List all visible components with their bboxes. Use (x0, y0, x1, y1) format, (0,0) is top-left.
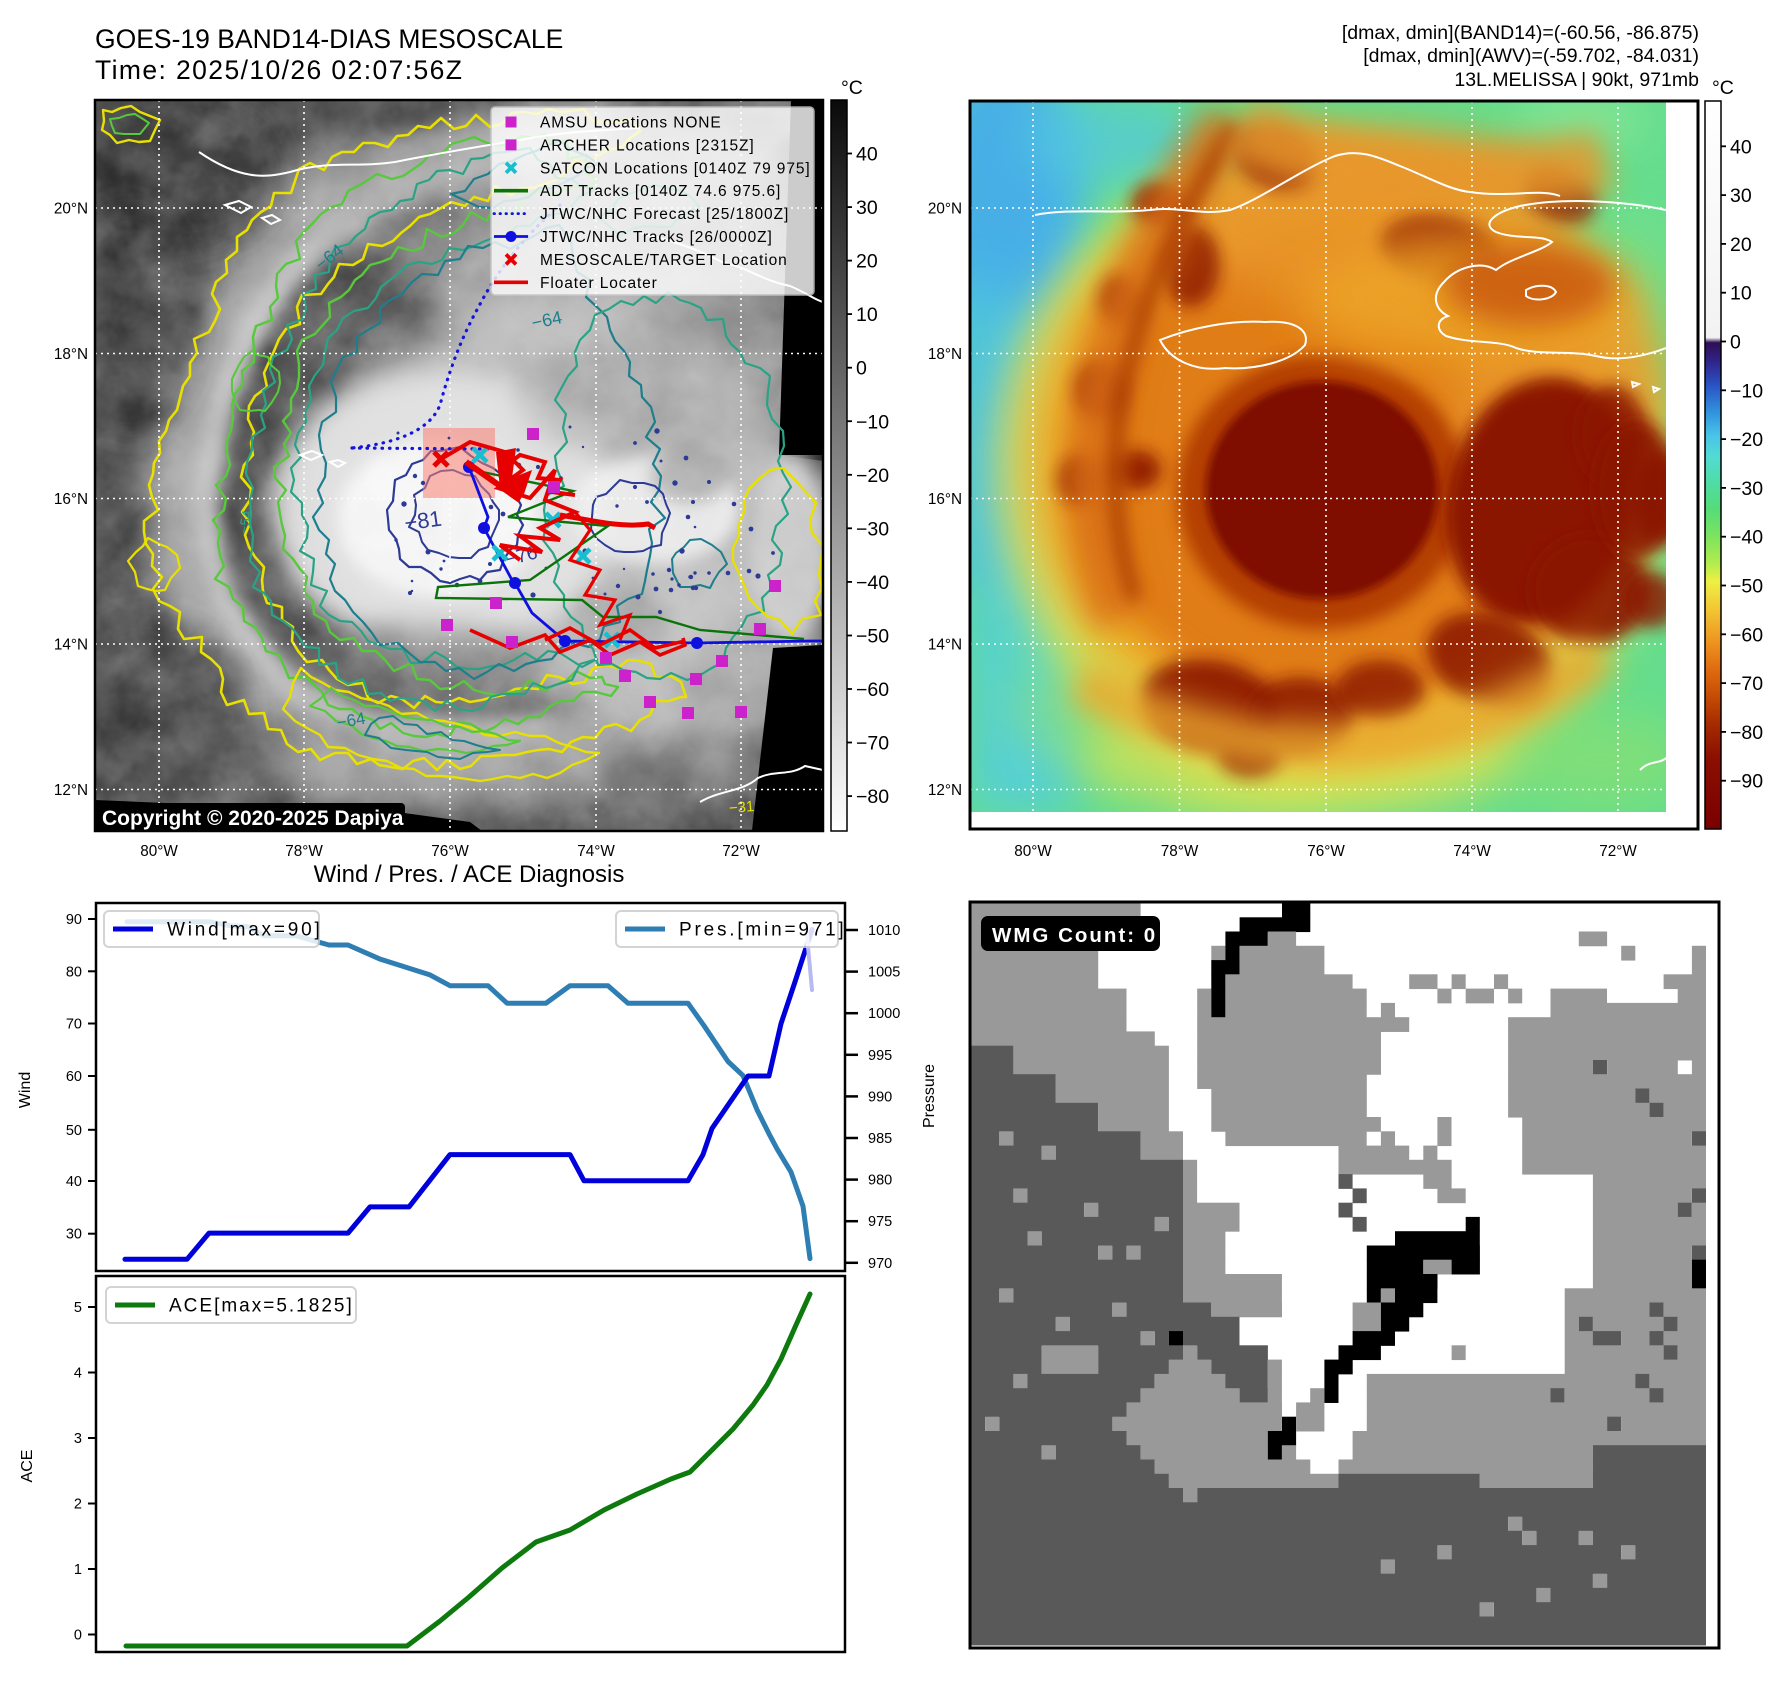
svg-text:−40: −40 (856, 572, 889, 594)
svg-text:30: 30 (66, 1227, 82, 1243)
svg-text:−10: −10 (856, 411, 889, 433)
svg-text:JTWC/NHC Tracks [26/0000Z]: JTWC/NHC Tracks [26/0000Z] (540, 229, 773, 246)
svg-text:Time: 2025/10/26 02:07:56Z: Time: 2025/10/26 02:07:56Z (95, 55, 463, 85)
svg-text:20: 20 (856, 251, 878, 273)
svg-text:−90: −90 (1730, 771, 1763, 793)
svg-text:−10: −10 (1730, 380, 1763, 402)
svg-text:SATCON Locations [0140Z 79 975: SATCON Locations [0140Z 79 975] (540, 160, 811, 177)
svg-text:20°N: 20°N (928, 201, 962, 218)
svg-text:−31: −31 (728, 798, 755, 817)
svg-text:76°W: 76°W (431, 843, 469, 860)
svg-text:Wind[max=90]: Wind[max=90] (167, 920, 323, 941)
svg-text:970: 970 (868, 1256, 892, 1272)
svg-text:ADT Tracks [0140Z 74.6 975.6]: ADT Tracks [0140Z 74.6 975.6] (540, 183, 781, 200)
svg-text:90: 90 (66, 912, 82, 928)
svg-text:980: 980 (868, 1173, 892, 1189)
svg-text:0: 0 (856, 358, 867, 380)
svg-text:ACE[max=5.1825]: ACE[max=5.1825] (169, 1296, 354, 1317)
svg-text:−60: −60 (1730, 624, 1763, 646)
svg-text:20°N: 20°N (54, 201, 88, 218)
svg-text:[dmax, dmin](BAND14)=(-60.56,: [dmax, dmin](BAND14)=(-60.56, -86.875) (1342, 22, 1699, 44)
svg-text:−50: −50 (1730, 576, 1763, 598)
svg-text:985: 985 (868, 1131, 892, 1147)
svg-text:JTWC/NHC Forecast [25/1800Z]: JTWC/NHC Forecast [25/1800Z] (540, 206, 789, 223)
svg-text:80: 80 (66, 964, 82, 980)
svg-text:0: 0 (1730, 332, 1741, 354)
svg-text:80°W: 80°W (1014, 843, 1052, 860)
svg-text:1: 1 (74, 1562, 82, 1578)
svg-text:5: 5 (74, 1300, 82, 1316)
svg-text:4: 4 (74, 1366, 82, 1382)
svg-text:Pres.[min=971]: Pres.[min=971] (679, 920, 847, 941)
svg-text:20: 20 (1730, 234, 1752, 256)
svg-text:2: 2 (74, 1497, 82, 1513)
svg-text:0: 0 (74, 1628, 82, 1644)
svg-text:72°W: 72°W (1599, 843, 1637, 860)
svg-text:Copyright © 2020-2025 Dapiya: Copyright © 2020-2025 Dapiya (102, 807, 404, 830)
svg-text:GOES-19 BAND14-DIAS MESOSCALE: GOES-19 BAND14-DIAS MESOSCALE (95, 24, 563, 54)
svg-text:ACE: ACE (19, 1450, 36, 1483)
svg-text:10: 10 (856, 304, 878, 326)
svg-text:−60: −60 (856, 679, 889, 701)
svg-text:74°W: 74°W (1453, 843, 1491, 860)
svg-text:3: 3 (74, 1431, 82, 1447)
svg-text:975: 975 (868, 1214, 892, 1230)
svg-text:−50: −50 (856, 625, 889, 647)
svg-text:−81: −81 (403, 506, 443, 536)
svg-text:1005: 1005 (868, 965, 900, 981)
svg-text:30: 30 (1730, 185, 1752, 207)
svg-text:°C: °C (1712, 77, 1734, 99)
svg-text:40: 40 (66, 1174, 82, 1190)
svg-text:−80: −80 (856, 786, 889, 808)
svg-text:−20: −20 (856, 465, 889, 487)
svg-text:70: 70 (66, 1017, 82, 1033)
svg-text:10: 10 (1730, 283, 1752, 305)
svg-text:18°N: 18°N (928, 346, 962, 363)
svg-text:−70: −70 (856, 733, 889, 755)
svg-text:18°N: 18°N (54, 346, 88, 363)
svg-text:12°N: 12°N (54, 782, 88, 799)
svg-text:−80: −80 (1730, 722, 1763, 744)
svg-text:78°W: 78°W (1161, 843, 1199, 860)
svg-text:−64: −64 (335, 709, 367, 733)
svg-text:−30: −30 (1730, 478, 1763, 500)
svg-text:1010: 1010 (868, 923, 900, 939)
svg-text:76°W: 76°W (1307, 843, 1345, 860)
svg-text:−30: −30 (856, 518, 889, 540)
svg-text:−70: −70 (1730, 673, 1763, 695)
svg-text:Pressure: Pressure (921, 1064, 938, 1128)
svg-text:40: 40 (1730, 136, 1752, 158)
svg-text:14°N: 14°N (54, 637, 88, 654)
svg-text:40: 40 (856, 144, 878, 166)
svg-text:Wind: Wind (17, 1072, 34, 1108)
svg-text:72°W: 72°W (722, 843, 760, 860)
svg-text:13L.MELISSA | 90kt, 971mb: 13L.MELISSA | 90kt, 971mb (1454, 69, 1699, 91)
svg-text:°C: °C (841, 77, 863, 99)
svg-text:−54: −54 (235, 509, 255, 535)
svg-text:995: 995 (868, 1048, 892, 1064)
svg-text:Floater Locater: Floater Locater (540, 275, 658, 292)
svg-text:ARCHER Locations [2315Z]: ARCHER Locations [2315Z] (540, 137, 755, 154)
svg-text:80°W: 80°W (140, 843, 178, 860)
svg-text:16°N: 16°N (54, 491, 88, 508)
svg-text:74°W: 74°W (577, 843, 615, 860)
svg-text:WMG Count: 0: WMG Count: 0 (992, 924, 1157, 947)
svg-text:50: 50 (66, 1123, 82, 1139)
svg-text:1000: 1000 (868, 1006, 900, 1022)
svg-text:14°N: 14°N (928, 637, 962, 654)
svg-text:[dmax, dmin](AWV)=(-59.702, -8: [dmax, dmin](AWV)=(-59.702, -84.031) (1363, 45, 1699, 67)
svg-text:16°N: 16°N (928, 491, 962, 508)
svg-text:60: 60 (66, 1069, 82, 1085)
svg-text:−20: −20 (1730, 429, 1763, 451)
svg-text:990: 990 (868, 1089, 892, 1105)
svg-text:MESOSCALE/TARGET Location: MESOSCALE/TARGET Location (540, 252, 788, 269)
svg-text:Wind / Pres. / ACE Diagnosis: Wind / Pres. / ACE Diagnosis (314, 861, 625, 888)
svg-text:AMSU Locations NONE: AMSU Locations NONE (540, 115, 722, 132)
svg-text:78°W: 78°W (285, 843, 323, 860)
svg-text:12°N: 12°N (928, 782, 962, 799)
svg-text:−40: −40 (1730, 527, 1763, 549)
svg-text:30: 30 (856, 197, 878, 219)
